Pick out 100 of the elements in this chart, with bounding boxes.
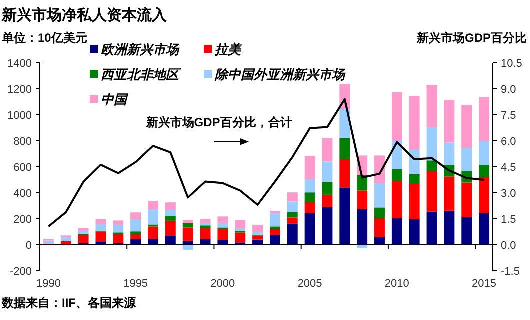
bar	[392, 92, 402, 141]
x-tick-label: 2010	[384, 278, 410, 290]
bar	[165, 220, 176, 236]
bar	[200, 226, 211, 228]
bar	[165, 210, 176, 216]
y-tick-label: -200	[10, 266, 32, 278]
bar	[322, 162, 333, 182]
bar	[165, 236, 176, 245]
bar	[270, 213, 280, 227]
bar	[340, 138, 350, 160]
bar	[235, 228, 246, 231]
bar	[270, 210, 280, 214]
bar	[409, 174, 420, 184]
bar	[322, 207, 333, 245]
y-tick-label: 1000	[8, 110, 32, 122]
bar	[60, 237, 72, 242]
chart-title: 新兴市场净私人资本流入	[1, 6, 168, 24]
bar	[374, 218, 385, 238]
bar	[304, 192, 316, 202]
bar	[444, 142, 455, 166]
bar	[113, 234, 124, 244]
bar	[96, 219, 106, 224]
bar	[96, 224, 106, 231]
bar	[444, 210, 455, 245]
y-tick-label: 0	[26, 240, 32, 252]
bar	[218, 240, 228, 245]
bar	[252, 232, 264, 235]
bar	[322, 194, 333, 208]
bar	[130, 212, 142, 220]
bar	[235, 232, 246, 243]
bar	[340, 188, 350, 245]
bar	[252, 224, 264, 232]
y2-tick-label: 7.5	[501, 110, 516, 122]
bar	[113, 224, 124, 233]
bar	[409, 219, 420, 245]
bar	[479, 165, 490, 178]
bar	[374, 183, 385, 208]
bar	[235, 220, 246, 228]
bar	[200, 219, 211, 224]
bar	[357, 209, 368, 245]
x-tick-label: 1990	[36, 278, 61, 290]
bar	[270, 234, 280, 245]
bar	[304, 202, 316, 214]
y2-tick-label: 4.5	[501, 162, 516, 174]
y2-tick-label: 9.0	[501, 84, 516, 96]
bar	[304, 179, 316, 193]
y2-axis-title: 新兴市场GDP百分比	[416, 31, 527, 45]
bar	[304, 156, 316, 180]
bar	[165, 202, 176, 210]
y-tick-label: 1400	[8, 58, 32, 70]
bar	[426, 127, 438, 161]
bar	[182, 220, 194, 224]
y2-tick-label: 3.0	[501, 188, 516, 200]
bar	[357, 190, 368, 210]
bar	[392, 218, 402, 245]
bar	[462, 217, 472, 245]
bar	[287, 212, 298, 218]
bar	[462, 104, 472, 148]
bar	[444, 100, 455, 143]
bar	[218, 223, 228, 228]
x-tick-label: 2000	[210, 278, 236, 290]
x-tick-label: 1995	[124, 278, 148, 290]
bar	[287, 202, 298, 212]
x-tick-label: 2005	[298, 278, 322, 290]
bar	[130, 234, 142, 240]
bar	[479, 141, 490, 166]
bar	[200, 228, 211, 240]
legend-label: 欧洲新兴市场	[101, 42, 180, 57]
y-tick-label: 200	[14, 214, 32, 226]
y-tick-label: 400	[14, 188, 32, 200]
y2-tick-label: 10.5	[501, 58, 522, 70]
y-axis-title: 单位：10亿美元	[1, 31, 88, 45]
bar	[462, 148, 472, 172]
bar	[426, 160, 438, 172]
y2-tick-label: 0.0	[501, 240, 516, 252]
bar	[182, 245, 194, 250]
bar	[148, 209, 158, 225]
bar	[374, 208, 385, 218]
bar	[148, 239, 158, 245]
y2-tick-label: 1.5	[501, 214, 516, 226]
bar	[287, 192, 298, 202]
bar	[113, 220, 124, 225]
bar	[479, 213, 490, 245]
bar	[392, 181, 402, 218]
bar	[340, 109, 350, 138]
bar	[409, 96, 420, 150]
bar	[322, 138, 333, 162]
legend-label: 除中国外亚洲新兴市场	[214, 67, 346, 82]
bar	[479, 177, 490, 214]
x-tick-label: 2015	[472, 278, 497, 290]
y-tick-label: 1200	[8, 84, 32, 96]
y-tick-label: 600	[14, 162, 32, 174]
bar	[78, 234, 89, 244]
bar	[270, 226, 280, 230]
bar	[252, 236, 264, 240]
bar	[165, 216, 176, 221]
series-label: 新兴市场GDP百分比，合计	[145, 115, 292, 130]
bar	[218, 216, 228, 224]
bar	[340, 159, 350, 188]
bar	[287, 224, 298, 245]
